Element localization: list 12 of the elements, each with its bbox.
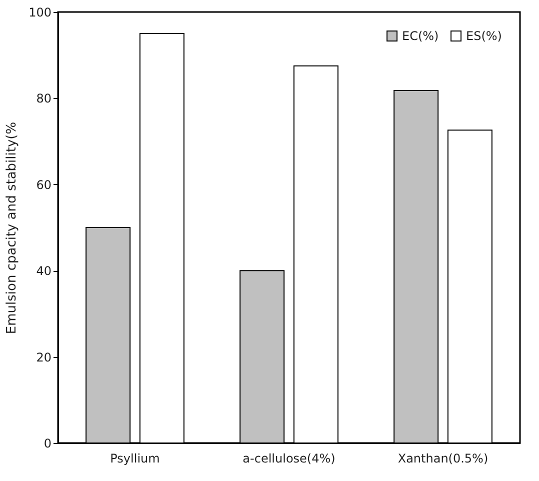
- y-tick-label: 40: [36, 264, 52, 278]
- y-tick-label: 80: [36, 92, 52, 106]
- y-axis-title: Emulsion cpacity and stability(%: [4, 122, 20, 334]
- y-tick-label: 60: [36, 178, 52, 192]
- x-tick-label: Psyllium: [110, 452, 160, 466]
- legend-label: EC(%): [402, 29, 439, 43]
- y-tick-label: 100: [28, 6, 52, 20]
- x-tick-label: Xanthan(0.5%): [398, 452, 488, 466]
- y-tick-label: 0: [44, 436, 52, 450]
- y-tick-label: 20: [36, 350, 52, 364]
- x-tick-label: a-cellulose(4%): [242, 452, 336, 466]
- legend-label: ES(%): [466, 29, 502, 43]
